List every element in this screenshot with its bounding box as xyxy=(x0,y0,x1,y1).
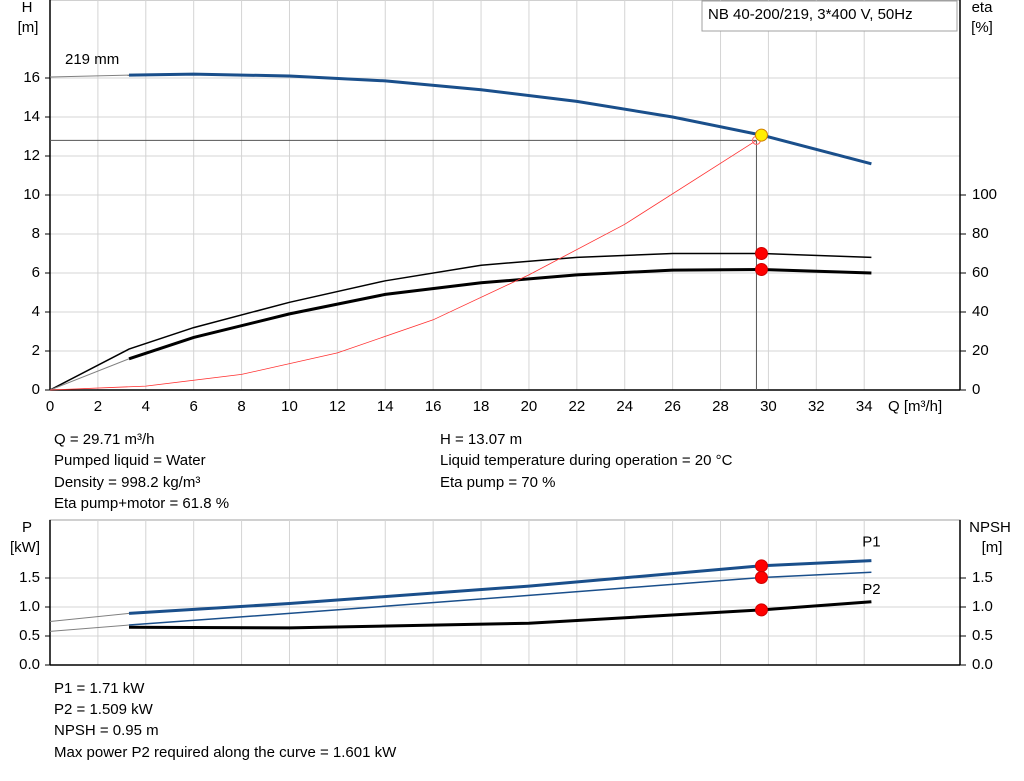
y2-axis-label: eta xyxy=(972,0,994,16)
y-axis-label: [kW] xyxy=(10,539,40,556)
y2-tick-label: 80 xyxy=(972,225,989,242)
y-tick-label: 0.5 xyxy=(19,627,40,644)
info-text: P2 = 1.509 kW xyxy=(54,701,154,718)
x-tick-label: 26 xyxy=(664,398,681,415)
y-tick-label: 8 xyxy=(32,225,40,242)
curve xyxy=(49,252,872,391)
curve xyxy=(49,358,130,391)
y-axis-label: P xyxy=(22,519,32,536)
y2-axis-label: [m] xyxy=(982,539,1003,556)
operating-point xyxy=(754,559,768,573)
info-text: Eta pump+motor = 61.8 % xyxy=(54,495,229,512)
curve xyxy=(128,72,872,166)
x-tick-label: 20 xyxy=(521,398,538,415)
curve-label: P2 xyxy=(862,581,880,598)
y2-axis-label: [%] xyxy=(971,19,993,36)
x-tick-label: 10 xyxy=(281,398,298,415)
y-tick-label: 0.0 xyxy=(19,656,40,673)
info-text: H = 13.07 m xyxy=(440,431,522,448)
y-axis-label: H xyxy=(22,0,33,16)
y2-axis-label: NPSH xyxy=(969,519,1011,536)
y-tick-label: 1.5 xyxy=(19,569,40,586)
curve xyxy=(49,140,757,391)
x-tick-label: 8 xyxy=(237,398,245,415)
title-box xyxy=(701,0,958,32)
y2-tick-label: 1.5 xyxy=(972,569,993,586)
y-tick-label: 4 xyxy=(32,303,40,320)
y2-tick-label: 0.5 xyxy=(972,627,993,644)
y2-tick-label: 60 xyxy=(972,264,989,281)
x-tick-label: 32 xyxy=(808,398,825,415)
operating-point xyxy=(754,603,768,617)
y2-tick-label: 0.0 xyxy=(972,656,993,673)
x-tick-label: 30 xyxy=(760,398,777,415)
operating-point xyxy=(754,570,768,584)
x-tick-label: 28 xyxy=(712,398,729,415)
y-tick-label: 6 xyxy=(32,264,40,281)
operating-point xyxy=(754,128,768,142)
y-tick-label: 14 xyxy=(23,108,40,125)
info-text: Max power P2 required along the curve = … xyxy=(54,744,397,761)
y2-tick-label: 100 xyxy=(972,186,997,203)
curve xyxy=(49,74,130,78)
chart-title: NB 40-200/219, 3*400 V, 50Hz xyxy=(708,6,913,23)
x-tick-label: 14 xyxy=(377,398,394,415)
curve xyxy=(49,612,130,622)
info-text: Q = 29.71 m³/h xyxy=(54,431,154,448)
y-tick-label: 16 xyxy=(23,69,40,86)
curve xyxy=(128,559,872,615)
info-text: Density = 998.2 kg/m³ xyxy=(54,474,200,491)
info-text: NPSH = 0.95 m xyxy=(54,722,159,739)
info-text: Pumped liquid = Water xyxy=(54,452,206,469)
y-axis-label: [m] xyxy=(18,19,39,36)
x-axis-label: Q [m³/h] xyxy=(888,398,942,415)
x-tick-label: 18 xyxy=(473,398,490,415)
x-tick-label: 0 xyxy=(46,398,54,415)
plot-frame xyxy=(49,519,961,666)
x-tick-label: 22 xyxy=(568,398,585,415)
x-tick-label: 16 xyxy=(425,398,442,415)
y-tick-label: 0 xyxy=(32,381,40,398)
x-tick-label: 34 xyxy=(856,398,873,415)
info-text: Eta pump = 70 % xyxy=(440,474,556,491)
y2-tick-label: 20 xyxy=(972,342,989,359)
x-tick-label: 24 xyxy=(616,398,633,415)
operating-point xyxy=(754,247,768,260)
x-tick-label: 12 xyxy=(329,398,346,415)
curve xyxy=(128,600,872,630)
curve xyxy=(128,571,872,626)
x-tick-label: 6 xyxy=(190,398,198,415)
x-tick-label: 4 xyxy=(142,398,150,415)
y-tick-label: 1.0 xyxy=(19,598,40,615)
curve-label: P1 xyxy=(862,534,880,551)
y-tick-label: 10 xyxy=(23,186,40,203)
operating-point xyxy=(754,262,768,276)
y2-tick-label: 40 xyxy=(972,303,989,320)
curve-label: 219 mm xyxy=(65,51,119,68)
info-text: P1 = 1.71 kW xyxy=(54,680,145,697)
y2-tick-label: 1.0 xyxy=(972,598,993,615)
x-tick-label: 2 xyxy=(94,398,102,415)
y-tick-label: 2 xyxy=(32,342,40,359)
info-text: Liquid temperature during operation = 20… xyxy=(440,452,733,469)
curve xyxy=(128,267,872,361)
y-tick-label: 12 xyxy=(23,147,40,164)
curve xyxy=(49,624,130,632)
y2-tick-label: 0 xyxy=(972,381,980,398)
